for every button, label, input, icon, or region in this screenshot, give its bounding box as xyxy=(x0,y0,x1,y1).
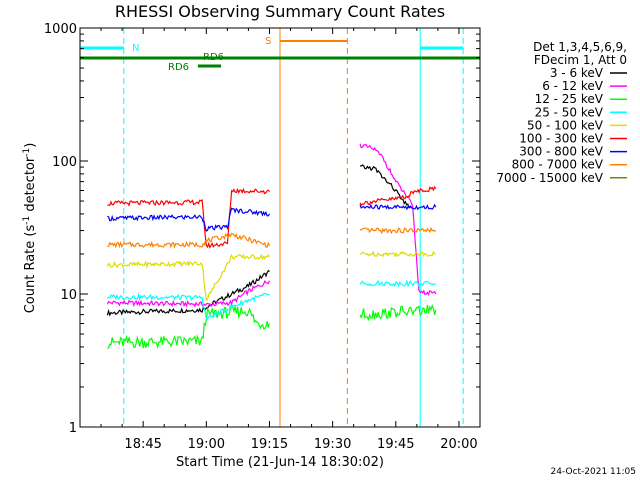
series-1 xyxy=(106,143,437,308)
series-3 xyxy=(107,279,437,320)
x-tick-label: 20:00 xyxy=(440,437,477,452)
series-line xyxy=(107,187,270,250)
series-line xyxy=(359,164,413,209)
night-label: N xyxy=(132,43,139,54)
series-2 xyxy=(107,303,437,350)
series-line xyxy=(359,203,437,211)
x-tick-label: 19:00 xyxy=(188,437,225,452)
series-line xyxy=(359,279,437,288)
saa-label: S xyxy=(265,36,271,47)
series-line xyxy=(359,303,437,322)
legend-header-line2: FDecim 1, Att 0 xyxy=(534,53,627,67)
plot-frame xyxy=(79,27,481,428)
y-tick-label: 10 xyxy=(60,288,77,303)
series-8 xyxy=(107,431,435,436)
plot-area xyxy=(80,28,480,436)
series-line xyxy=(359,250,436,258)
chart-title: RHESSI Observing Summary Count Rates xyxy=(115,2,445,21)
legend: Det 1,3,4,5,6,9, FDecim 1, Att 0 3 - 6 k… xyxy=(496,40,627,185)
series-line xyxy=(106,253,270,301)
legend-entry-label: 300 - 800 keV xyxy=(519,145,603,159)
series-6 xyxy=(107,203,437,232)
series-line xyxy=(107,292,270,320)
y-tick-label: 1000 xyxy=(44,22,77,37)
series-line xyxy=(107,431,435,436)
legend-entry-label: 12 - 25 keV xyxy=(535,92,604,106)
x-tick-label: 19:45 xyxy=(377,437,414,452)
legend-entry-label: 3 - 6 keV xyxy=(550,66,604,80)
series-0 xyxy=(106,164,413,317)
y-axis-ticks: 1 10 100 1000 xyxy=(44,22,480,436)
series-line xyxy=(359,143,437,296)
x-axis-ticks: 18:45 19:00 19:15 19:30 19:45 20:00 xyxy=(100,28,481,452)
series-line xyxy=(107,207,271,232)
legend-header-line1: Det 1,3,4,5,6,9, xyxy=(533,40,627,54)
series-7 xyxy=(107,226,437,249)
timestamp: 24-Oct-2021 11:05 xyxy=(551,467,636,477)
x-tick-label: 19:15 xyxy=(251,437,288,452)
series-4 xyxy=(106,250,436,301)
series-line xyxy=(107,305,271,350)
y-tick-label: 100 xyxy=(52,155,77,170)
series-line xyxy=(359,185,437,207)
rd-label-lower: RD6 xyxy=(168,62,189,73)
series-5 xyxy=(107,185,437,250)
rd-label-upper: RD6 xyxy=(203,52,224,63)
legend-entry-label: 6 - 12 keV xyxy=(542,79,604,93)
y-tick-label: 1 xyxy=(69,421,77,436)
legend-entry-label: 50 - 100 keV xyxy=(527,118,604,132)
series-line xyxy=(107,232,271,249)
legend-entry-label: 800 - 7000 keV xyxy=(512,158,604,172)
x-axis-label: Start Time (21-Jun-14 18:30:02) xyxy=(176,455,384,470)
x-tick-label: 19:30 xyxy=(314,437,351,452)
x-tick-label: 18:45 xyxy=(124,437,161,452)
series-line xyxy=(106,279,271,308)
legend-entry-label: 25 - 50 keV xyxy=(535,105,604,119)
series-line xyxy=(359,226,437,235)
series-line xyxy=(106,269,270,317)
y-axis-label: Count Rate (s-1 detector-1) xyxy=(22,143,38,314)
legend-entry-label: 100 - 300 keV xyxy=(519,132,603,146)
annotation-layer xyxy=(80,28,480,427)
series-layer xyxy=(106,143,437,436)
legend-entry-label: 7000 - 15000 keV xyxy=(496,171,603,185)
